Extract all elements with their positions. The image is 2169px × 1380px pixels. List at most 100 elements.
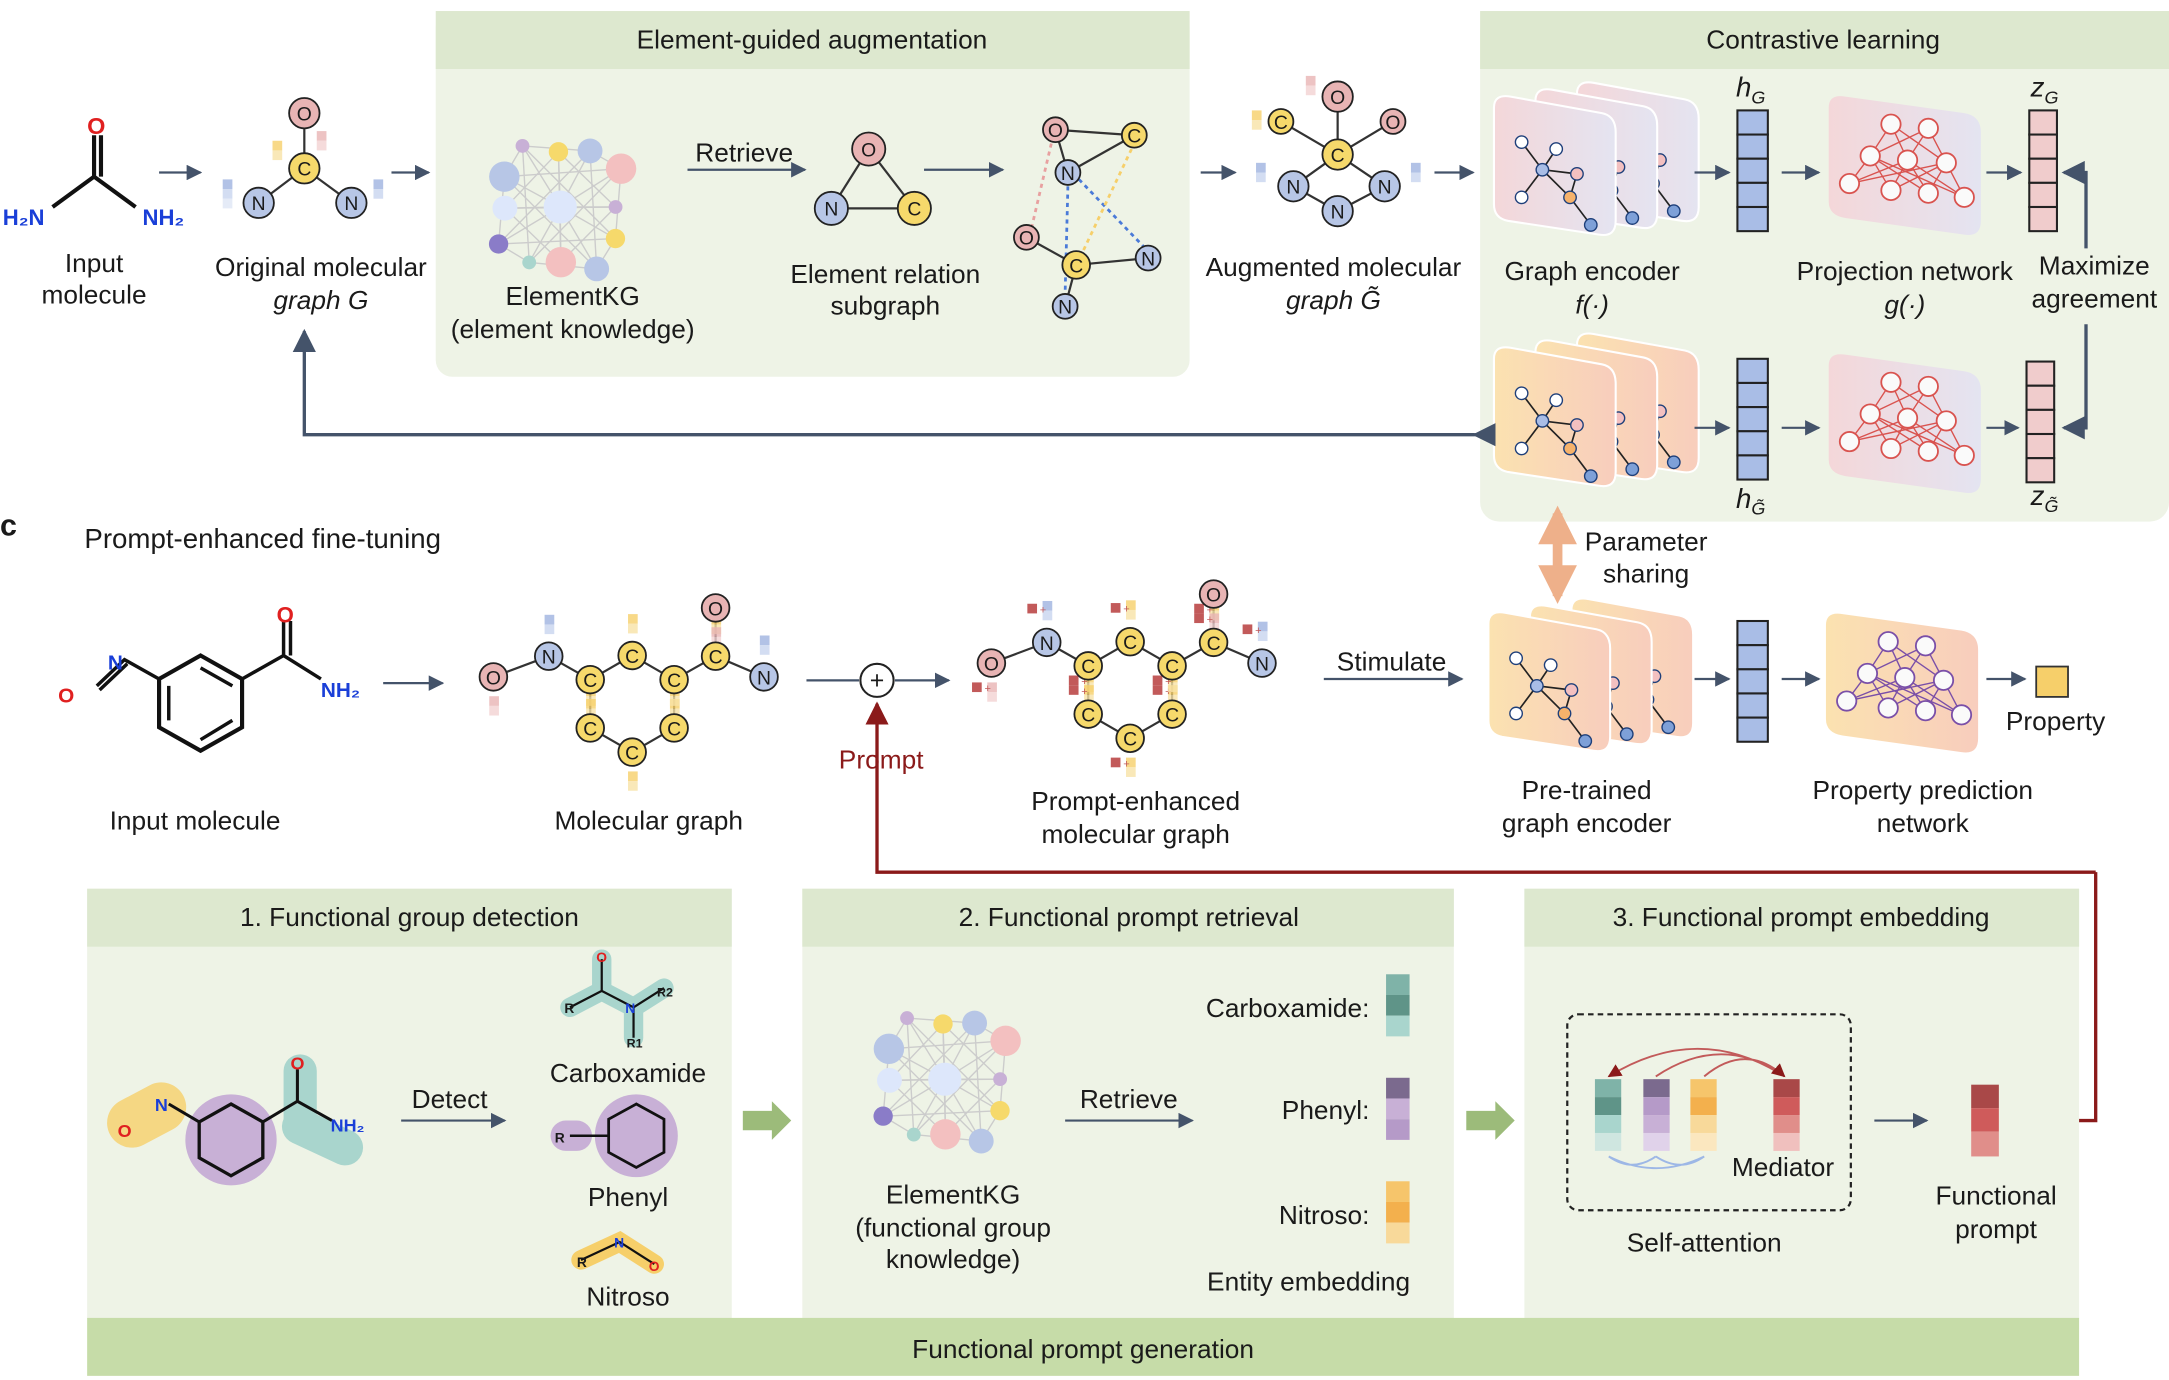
atom-O	[478, 662, 509, 692]
prompt-chip	[1194, 603, 1204, 614]
step-3-title: 3. Functional prompt embedding	[1613, 902, 1990, 932]
kg-edge	[942, 1023, 1001, 1080]
atom-C	[1321, 138, 1354, 171]
prompt-chip	[1110, 603, 1121, 613]
contrastive-title: Contrastive learning	[1706, 24, 1940, 54]
maximize-arrow-bottom	[2061, 324, 2088, 440]
atom-label: C	[1069, 255, 1083, 277]
prompt-plus: +	[984, 683, 990, 695]
elementkg-label-2: (element knowledge)	[451, 314, 695, 344]
embedding-chip	[316, 131, 327, 141]
pretrained-vector-cell	[1736, 692, 1769, 719]
step-arrow	[742, 1101, 792, 1140]
prompt-plus: +	[1123, 758, 1129, 770]
atom-C	[1115, 723, 1145, 753]
network-neuron	[1877, 631, 1899, 653]
functional-prompt-vector	[1971, 1084, 1999, 1157]
atom-label: C	[1123, 632, 1137, 654]
atom-label: N	[344, 193, 358, 215]
encoder-node	[1583, 469, 1598, 483]
h-gtilde-vector-cell	[1736, 406, 1769, 433]
network-edge	[1849, 162, 1947, 185]
atom-label: C	[907, 199, 921, 221]
network-edge	[1846, 679, 1944, 702]
attention-token-cell	[1643, 1132, 1670, 1151]
attention-arcs-bottom	[1608, 1155, 1705, 1170]
attention-token-cell	[1690, 1097, 1717, 1116]
encoder-node	[1625, 462, 1640, 477]
atom-label: C	[1081, 656, 1095, 678]
svg-text:NH₂: NH₂	[321, 679, 360, 702]
embedding-chip	[1042, 610, 1053, 621]
self-attention-label: Self-attention	[1627, 1228, 1782, 1258]
network-neuron	[1935, 410, 1957, 432]
pretrained-vector-cell	[1736, 619, 1769, 647]
prediction-label-1: Property prediction	[1812, 775, 2033, 805]
functional-prompt-label-2: prompt	[1955, 1214, 2038, 1244]
entity-embedding-cell	[1386, 1181, 1410, 1202]
entity-embedding-cell	[1386, 1077, 1410, 1099]
kg-edge	[498, 150, 591, 245]
atom-C	[700, 641, 731, 671]
prompt-plus: +	[1255, 625, 1261, 637]
atom-label: C	[625, 742, 639, 764]
input-molecule-c-structure: O N O NH₂	[58, 602, 360, 754]
z-g-vector-cell	[2028, 133, 2058, 160]
nh2-label: NH₂	[142, 205, 184, 230]
attention-token-cell	[1643, 1115, 1670, 1133]
h2n-label: H₂N	[3, 205, 45, 230]
augmented-label-1: Augmented molecular	[1206, 252, 1462, 282]
svg-text:NH₂: NH₂	[331, 1116, 365, 1136]
z-g-vector-cell	[2028, 109, 2058, 136]
atom-label: O	[1385, 112, 1400, 134]
carboxamide-structure: O N R R2 R1	[560, 949, 674, 1050]
atom-label: O	[984, 653, 999, 675]
embedding-chip	[586, 698, 596, 709]
kg-node	[993, 1072, 1008, 1087]
atom-N	[534, 641, 564, 671]
network-neuron	[1950, 704, 1973, 726]
kg-node	[577, 138, 603, 164]
embedding-chip	[628, 781, 638, 791]
atom-C	[1157, 651, 1187, 681]
embedding-chip	[1084, 685, 1094, 695]
attention-token-cell	[1690, 1132, 1717, 1151]
z-gtilde-vector-cell	[2025, 384, 2056, 411]
entity-embedding-label: Entity embedding	[1207, 1266, 1410, 1296]
z-gtilde-vector-cell	[2025, 457, 2056, 484]
panel-c-title: Prompt-enhanced fine-tuning	[84, 523, 441, 554]
embedding-chip	[489, 696, 499, 706]
embedding-chip	[373, 189, 384, 199]
input-label-2: molecule	[41, 280, 146, 310]
attention-token-cell	[1643, 1097, 1670, 1116]
subgraph-label-1: Element relation	[790, 259, 980, 289]
embedding-chip	[1305, 85, 1316, 96]
augmentation-title: Element-guided augmentation	[637, 24, 988, 54]
attention-token-cell	[1690, 1079, 1717, 1098]
embedding-chip	[628, 614, 638, 624]
step-2-panel: 2. Functional prompt retrieval	[802, 888, 1454, 1320]
z-g-vector-cell	[2028, 181, 2058, 209]
enhanced-label-1: Prompt-enhanced	[1031, 786, 1240, 816]
graph-encoder-bottom	[1492, 332, 1700, 488]
embedding-chip	[987, 682, 997, 693]
embedding-chip	[222, 198, 233, 209]
atom-C	[617, 640, 647, 671]
encoder-node	[1557, 706, 1572, 721]
h-g-vector-cell	[1736, 205, 1769, 233]
atom-C	[288, 152, 321, 185]
kg-node	[873, 1033, 905, 1064]
prompt-chip	[1152, 675, 1163, 686]
atom-N	[1051, 293, 1079, 320]
atom-N	[1247, 648, 1277, 678]
entity-embedding-cell	[1386, 1015, 1410, 1037]
encoder-node	[1564, 683, 1579, 697]
kg-edge	[906, 1017, 1001, 1112]
entity-embedding-cell	[1386, 994, 1410, 1016]
atom-C	[1267, 108, 1295, 135]
embedding-chip	[1305, 75, 1316, 86]
network-neuron	[1880, 371, 1902, 393]
entity-embedding-cell	[1386, 1119, 1410, 1140]
prompt-chip	[1242, 624, 1253, 635]
